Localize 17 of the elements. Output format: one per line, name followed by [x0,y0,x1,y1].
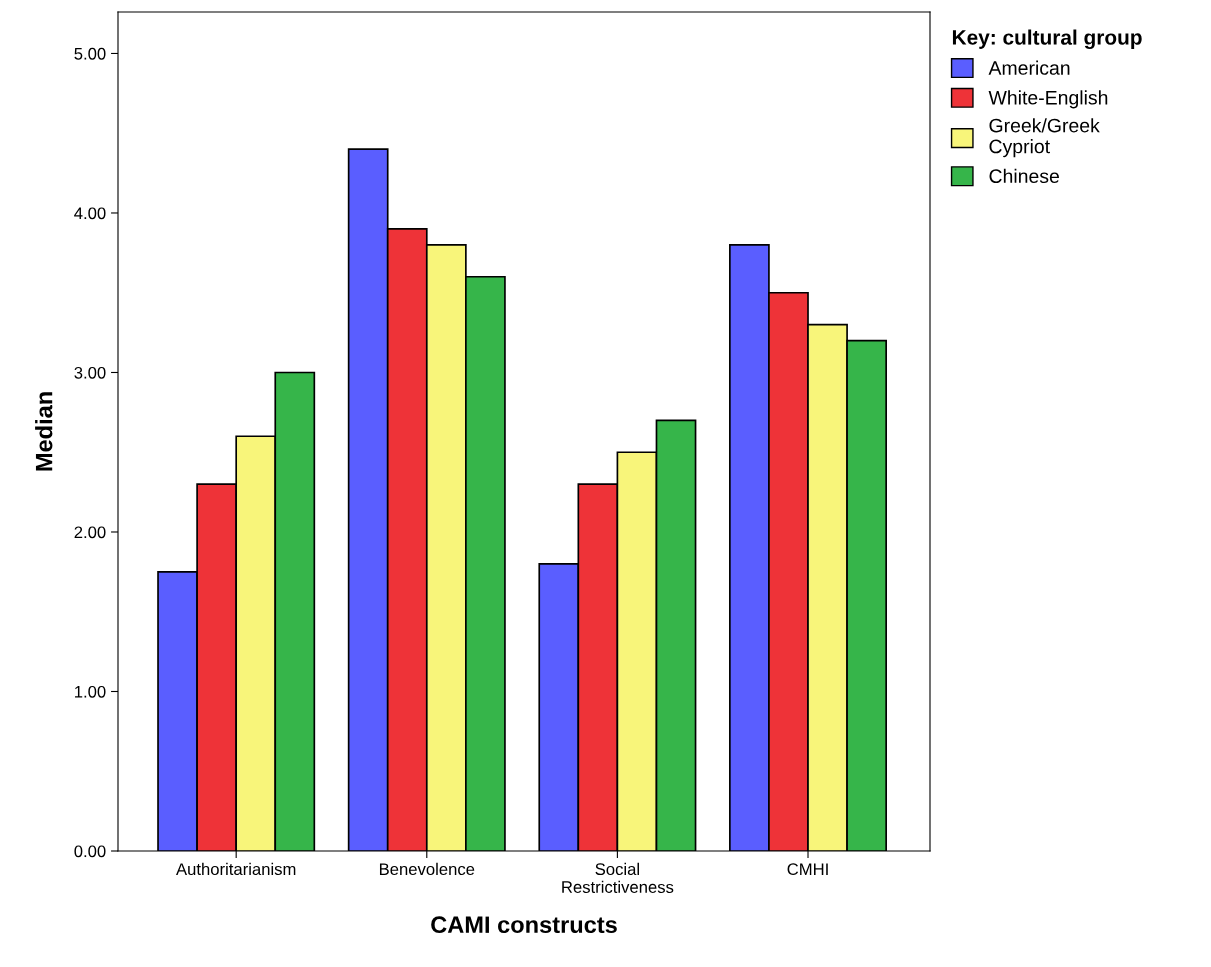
x-tick-label: Benevolence [379,862,475,876]
legend-label: White-English [988,90,1108,109]
x-tick-label: CMHI [787,863,828,876]
y-tick-label: 3.00 [74,366,106,379]
y-tick-label: 0.00 [74,845,106,858]
y-tick-label: 2.00 [74,526,106,539]
y-axis-title: Median [35,392,53,471]
legend-title: Key: cultural group [952,29,1142,50]
x-axis-title: CAMI constructs [431,916,617,934]
y-tick-label: 5.00 [74,47,106,60]
x-tick-label: Social Restrictiveness [562,862,674,893]
legend-label: Chinese [989,168,1059,184]
y-tick-label: 1.00 [75,685,106,698]
legend-label: Greek/Greek Cypriot [989,118,1100,158]
y-tick-label: 4.00 [74,207,106,220]
x-tick-label: Authoritarianism [176,862,296,876]
legend-label: American [988,60,1070,75]
